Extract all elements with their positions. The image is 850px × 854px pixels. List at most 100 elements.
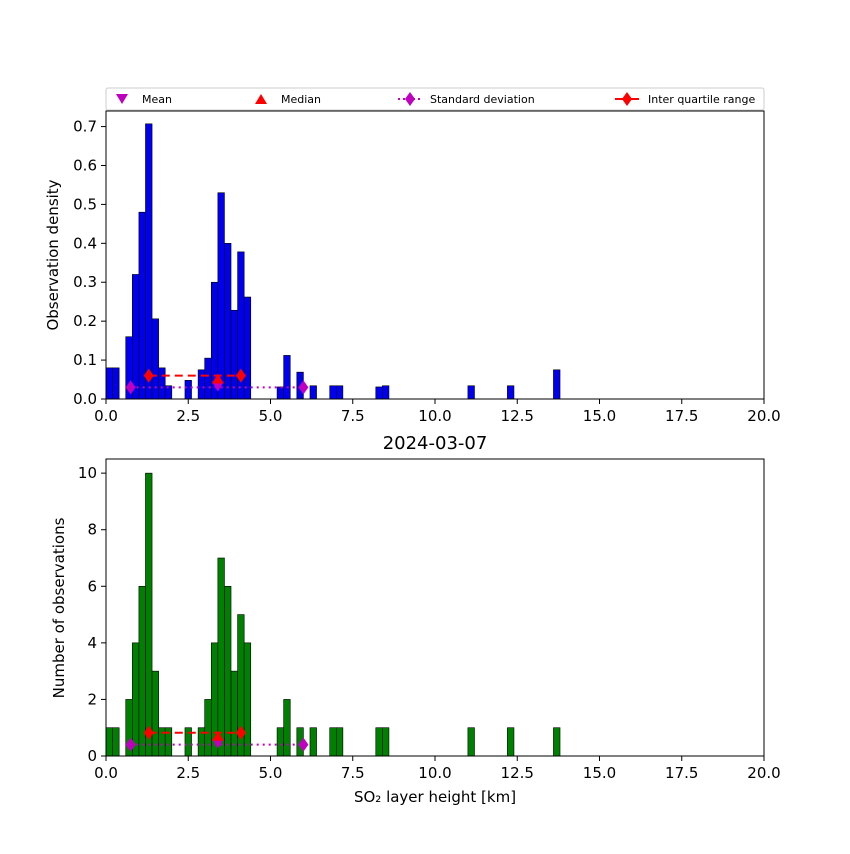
top-bar-22 [329, 385, 337, 400]
bottom-bar-21 [309, 727, 317, 757]
bottom-bar-5 [145, 472, 153, 757]
top-bar-28 [553, 369, 561, 400]
top-x-tick-label-0: 0.0 [94, 407, 118, 425]
top-bar-21 [309, 385, 317, 400]
bottom-bar-1 [112, 727, 120, 757]
top-iqr-high-marker [235, 368, 246, 383]
legend-label-std: Standard deviation [430, 93, 535, 106]
legend-label-iqr: Inter quartile range [648, 93, 755, 106]
bottom-x-tick-label-8: 20.0 [747, 764, 780, 782]
bottom-bar-3 [132, 642, 140, 757]
legend-frame [105, 87, 765, 111]
bottom-std-low-marker [125, 737, 136, 752]
top-median-marker [211, 373, 224, 384]
top-y-tick-label-1: 0.1 [73, 351, 97, 369]
bottom-y-tick-label-4: 8 [87, 521, 97, 539]
median-marker-icon [255, 94, 267, 104]
top-x-tick-label-3: 7.5 [341, 407, 365, 425]
bottom-bar-26 [467, 727, 475, 757]
bottom-y-tick-label-1: 2 [87, 690, 97, 708]
top-y-axis-label: Observation density [44, 179, 62, 330]
bottom-bar-18 [276, 727, 284, 757]
top-mean-marker [211, 381, 224, 392]
bottom-bar-0 [105, 727, 113, 757]
legend-label-mean: Mean [142, 93, 172, 106]
bottom-iqr-high-marker [235, 725, 246, 740]
bottom-bar-13 [217, 557, 225, 757]
top-bar-26 [467, 385, 475, 400]
top-std-high-marker [298, 380, 309, 395]
top-histogram-plot: 0.0 2.5 5.0 7.5 10.0 12.5 15.0 17.5 20.0 0.0 0.1 0.… [73, 110, 781, 425]
top-y-tick-label-5: 0.5 [73, 195, 97, 213]
top-x-tick-label-1: 2.5 [176, 407, 200, 425]
bottom-median-marker [211, 730, 224, 741]
top-y-tick-label-3: 0.3 [73, 273, 97, 291]
legend: Mean Median Standard deviation Inter qua… [105, 87, 765, 111]
bottom-bar-4 [138, 585, 146, 757]
bottom-histogram-plot: 0.0 2.5 5.0 7.5 10.0 12.5 15.0 17.5 20.0 0 2 4 6 8 10 [78, 458, 781, 782]
bottom-bar-19 [283, 699, 291, 757]
top-bar-10 [197, 369, 205, 400]
top-bar-25 [382, 385, 390, 400]
bottom-y-tick-label-3: 6 [87, 577, 97, 595]
bottom-x-tick-label-5: 12.5 [501, 764, 534, 782]
top-y-tick-label-2: 0.2 [73, 312, 97, 330]
bottom-x-tick-label-0: 0.0 [94, 764, 118, 782]
bottom-y-axis-label: Number of observations [50, 517, 68, 698]
bottom-bar-22 [329, 727, 337, 757]
bottom-y-tick-label-2: 4 [87, 634, 97, 652]
top-x-tick-label-8: 20.0 [747, 407, 780, 425]
top-y-tick-label-0: 0.0 [73, 390, 97, 408]
date-title: 2024-03-07 [383, 433, 488, 454]
top-bar-17 [243, 296, 252, 400]
bottom-bar-27 [507, 727, 515, 757]
top-x-tick-label-4: 10.0 [418, 407, 451, 425]
top-iqr-low-marker [143, 368, 154, 383]
top-bar-18 [276, 386, 284, 400]
bottom-x-tick-label-4: 10.0 [418, 764, 451, 782]
top-bar-15 [230, 309, 238, 400]
bottom-mean-marker [211, 738, 224, 749]
legend-item-median: Median [255, 93, 321, 106]
top-x-tick-label-5: 12.5 [501, 407, 534, 425]
bottom-bar-11 [204, 699, 212, 757]
x-axis-label: SO₂ layer height [km] [354, 788, 516, 806]
bottom-iqr-low-marker [143, 725, 154, 740]
bottom-bar-17 [243, 642, 252, 757]
mean-marker-icon [116, 94, 128, 104]
top-bar-9 [184, 380, 192, 400]
bottom-x-tick-label-2: 5.0 [259, 764, 283, 782]
legend-item-std: Standard deviation [398, 92, 535, 106]
bottom-bar-15 [230, 670, 238, 757]
bottom-y-tick-label-5: 10 [78, 464, 97, 482]
std-diamond-icon [405, 92, 415, 106]
top-y-tick-label-6: 0.6 [73, 156, 97, 174]
top-bar-1 [112, 367, 120, 400]
top-bar-11 [204, 357, 212, 400]
top-bar-7 [158, 367, 166, 400]
top-y-tick-label-7: 0.7 [73, 118, 97, 136]
top-x-tick-label-7: 17.5 [665, 407, 698, 425]
legend-item-iqr: Inter quartile range [615, 92, 755, 106]
top-bar-4 [138, 211, 146, 400]
iqr-diamond-icon [622, 92, 632, 106]
bottom-bar-24 [375, 727, 383, 757]
legend-label-median: Median [281, 93, 321, 106]
top-x-tick-label-6: 15.0 [583, 407, 616, 425]
bottom-bar-25 [382, 727, 390, 757]
bottom-x-tick-label-1: 2.5 [176, 764, 200, 782]
bottom-x-tick-label-6: 15.0 [583, 764, 616, 782]
top-bar-27 [507, 385, 515, 400]
bottom-bar-14 [224, 585, 232, 757]
top-bar-19 [283, 355, 291, 400]
top-bar-23 [335, 385, 344, 400]
top-std-low-marker [125, 380, 136, 395]
bottom-y-tick-label-0: 0 [87, 747, 97, 765]
top-bar-13 [217, 192, 225, 400]
bottom-bar-28 [553, 727, 561, 757]
top-x-tick-label-2: 5.0 [259, 407, 283, 425]
bottom-x-tick-label-3: 7.5 [341, 764, 365, 782]
bottom-bar-23 [335, 727, 344, 757]
